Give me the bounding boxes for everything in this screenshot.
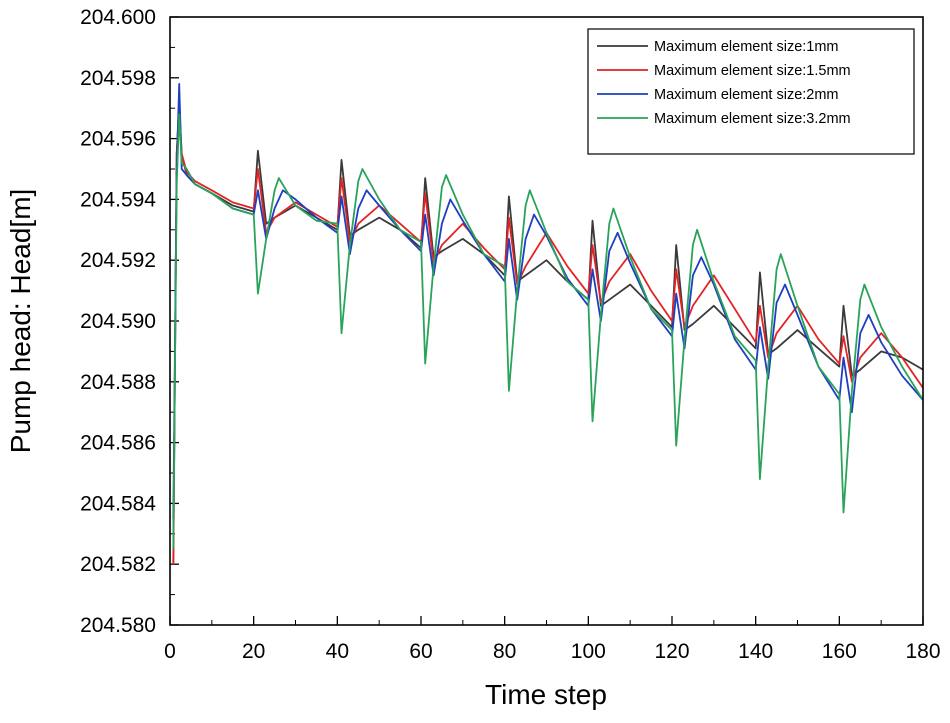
series-line-3 <box>172 83 924 519</box>
series-lines <box>172 83 924 565</box>
legend-label-2: Maximum element size:1.5mm <box>654 63 851 79</box>
y-tick-label: 204.598 <box>80 67 156 90</box>
y-tick-label: 204.600 <box>80 6 156 29</box>
x-tick-label: 60 <box>409 640 432 663</box>
plot-frame <box>169 16 924 626</box>
legend-label-1: Maximum element size:1mm <box>654 39 839 55</box>
x-tick-label: 80 <box>493 640 516 663</box>
series-line-2 <box>172 101 924 565</box>
y-tick-label: 204.590 <box>80 310 156 333</box>
x-tick-label: 20 <box>242 640 265 663</box>
legend-box <box>587 28 915 155</box>
y-tick-label: 204.596 <box>80 128 156 151</box>
y-tick-label: 204.580 <box>80 614 156 637</box>
legend-label-4: Maximum element size:3.2mm <box>654 111 851 127</box>
y-tick-label: 204.582 <box>80 553 156 576</box>
tick-labels: 0 20 40 60 80 100 120 140 160 180 204.580 204.582 20… <box>80 6 940 663</box>
y-tick-label: 204.592 <box>80 249 156 272</box>
x-tick-label: 160 <box>822 640 857 663</box>
y-tick-label: 204.594 <box>80 188 156 211</box>
y-axis-title: Pump head: Head[m] <box>5 189 36 454</box>
legend: Maximum element size:1mm Maximum element … <box>587 28 915 155</box>
x-tick-label: 120 <box>654 640 689 663</box>
x-tick-label: 140 <box>738 640 773 663</box>
y-tick-label: 204.586 <box>80 432 156 455</box>
x-tick-label: 0 <box>164 640 176 663</box>
series-line-4 <box>172 113 924 550</box>
x-axis-title: Time step <box>485 679 607 710</box>
x-tick-label: 40 <box>326 640 349 663</box>
y-tick-label: 204.588 <box>80 371 156 394</box>
x-tick-label: 100 <box>571 640 606 663</box>
series-line-1 <box>172 107 924 565</box>
x-tick-label: 180 <box>905 640 940 663</box>
y-tick-label: 204.584 <box>80 492 156 515</box>
legend-label-3: Maximum element size:2mm <box>654 87 839 103</box>
